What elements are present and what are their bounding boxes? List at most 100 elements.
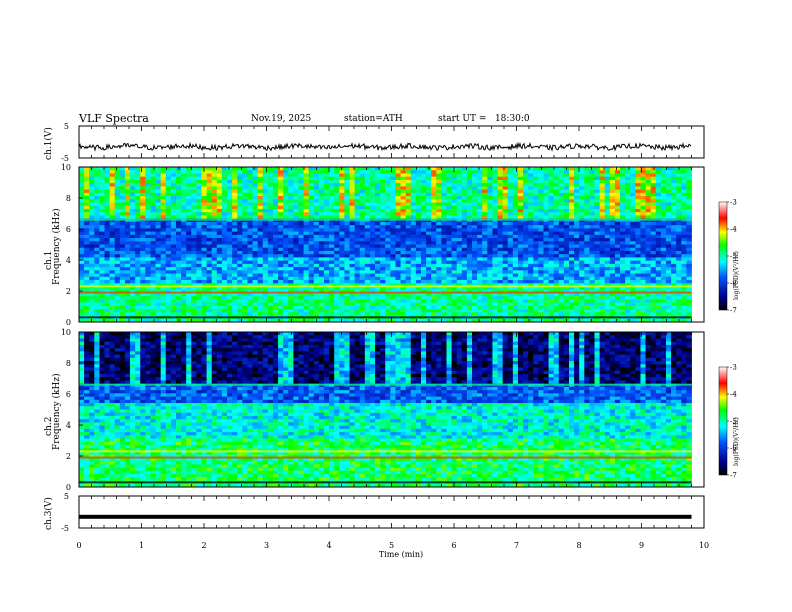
ch1-spectrogram-cell: [201, 247, 207, 252]
ch1-spectrogram-cell: [165, 234, 172, 239]
ch1-spectrogram-cell: [415, 202, 422, 207]
ch1-spectrogram-cell: [84, 299, 90, 304]
ch1-spectrogram-cell: [569, 212, 575, 216]
ch1-spectrogram-cell: [589, 244, 595, 249]
ch1-spectrogram-cell: [308, 244, 315, 249]
ch1-spectrogram-cell: [140, 234, 146, 239]
ch1-spectrogram-cell: [507, 254, 514, 258]
ch1-spectrogram-cell: [298, 260, 304, 265]
ch1-spectrogram-cell: [119, 215, 126, 220]
ch1-spectrogram-cell: [99, 212, 105, 216]
ch1-spectrogram-cell: [441, 167, 447, 171]
ch1-spectrogram-cell: [517, 173, 524, 178]
ch1-spectrogram-cell: [375, 286, 381, 291]
ch1-spectrogram-cell: [318, 212, 325, 216]
ch1-spectrogram-cell: [502, 244, 509, 249]
ch1-spectrogram-cell: [257, 205, 264, 210]
ch1-spectrogram-cell: [278, 225, 284, 229]
ch1-spectrogram-cell: [492, 254, 498, 258]
ch1-spectrogram-cell: [558, 244, 565, 249]
ch1-spectrogram-cell: [344, 208, 350, 213]
ch1-spectrogram-cell: [569, 199, 575, 203]
ch1-spectrogram-cell: [517, 244, 524, 249]
ch1-spectrogram-cell: [349, 273, 356, 278]
ch1-spectrogram-cell: [533, 280, 539, 284]
ch1-spectrogram-cell: [390, 173, 396, 178]
ch1-spectrogram-cell: [558, 234, 565, 239]
ch1-spectrogram-cell: [99, 267, 105, 271]
ch1-spectrogram-cell: [196, 202, 202, 207]
ch1-spectrogram-cell: [221, 250, 228, 255]
ch1-spectrogram-cell: [359, 280, 366, 284]
ch1-spectrogram-cell: [477, 196, 483, 200]
ch1-spectrogram-cell: [227, 231, 233, 236]
ch1-spectrogram-cell: [211, 260, 218, 265]
ch1-spectrogram-cell: [94, 186, 100, 191]
ch1-spectrogram-cell: [563, 196, 570, 200]
ch1-spectrogram-cell: [186, 192, 192, 197]
ch1-spectrogram-cell: [329, 179, 335, 184]
ch1-spectrogram-cell: [308, 312, 315, 316]
ch1-spectrogram-cell: [206, 231, 213, 236]
ch1-spectrogram-cell: [165, 215, 172, 220]
ch1-spectrogram-cell: [466, 260, 473, 265]
ch1-spectrogram-cell: [114, 189, 121, 194]
ch1-spectrogram-cell: [533, 202, 539, 207]
ch1-spectrogram-cell: [369, 221, 376, 226]
ch1-spectrogram-cell: [599, 225, 606, 229]
ch1-spectrogram-cell: [135, 238, 141, 242]
ch1-spectrogram-cell: [160, 309, 167, 313]
ch1-spectrogram-cell: [563, 215, 570, 220]
ch1-spectrogram-cell: [558, 312, 565, 316]
ch1-spectrogram-cell: [594, 196, 601, 200]
ch1-spectrogram-cell: [334, 208, 340, 213]
ch1-spectrogram-cell: [186, 202, 192, 207]
ch1-spectrogram-cell: [334, 292, 340, 297]
ch1-spectrogram-cell: [354, 183, 361, 187]
ch1-spectrogram-cell: [538, 302, 544, 307]
ch1-spectrogram-cell: [461, 205, 468, 210]
ch1-spectrogram-cell: [553, 231, 560, 236]
ch1-spectrogram-cell: [84, 260, 90, 265]
ch1-spectrogram-cell: [594, 199, 601, 203]
ch1-spectrogram-cell: [339, 250, 345, 255]
ch1-spectrogram-cell: [579, 305, 585, 310]
ch1-spectrogram-cell: [150, 208, 156, 213]
ch1-spectrogram-cell: [517, 208, 524, 213]
ch1-spectrogram-cell: [135, 280, 141, 284]
ch1-spectrogram-cell: [543, 299, 549, 304]
ch1-spectrogram-cell: [278, 196, 284, 200]
ch1-spectrogram-cell: [293, 173, 299, 178]
ch1-spectrogram-cell: [89, 299, 95, 304]
ch1-spectrogram-cell: [155, 286, 162, 291]
ch1-spectrogram-cell: [395, 199, 401, 203]
ch1-spectrogram-cell: [313, 283, 320, 287]
ch1-spectrogram-cell: [89, 173, 95, 178]
ch1-spectrogram-cell: [466, 231, 473, 236]
ch1-spectrogram-cell: [369, 196, 376, 200]
ch1-spectrogram-cell: [482, 208, 488, 213]
ch1-spectrogram-cell: [99, 221, 105, 226]
ch1-spectrogram-cell: [257, 318, 264, 323]
ch1-spectrogram-cell: [528, 289, 534, 294]
ch1-spectrogram-cell: [145, 289, 151, 294]
ch1-spectrogram-cell: [109, 270, 116, 274]
ch1-spectrogram-cell: [543, 247, 549, 252]
ch1-spectrogram-cell: [533, 196, 539, 200]
ch1-spectrogram-cell: [293, 247, 299, 252]
ch1-spectrogram-cell: [186, 170, 192, 174]
ch1-spectrogram-cell: [497, 196, 504, 200]
ch1-spectrogram-cell: [272, 208, 279, 213]
ch1-spectrogram-cell: [528, 173, 534, 178]
ch1-spectrogram-cell: [160, 302, 167, 307]
ch1-spectrogram-cell: [99, 208, 105, 213]
ch1-spectrogram-cell: [477, 247, 483, 252]
ch1-spectrogram-cell: [191, 244, 197, 249]
ch1-spectrogram-cell: [267, 234, 274, 239]
ch1-spectrogram-cell: [293, 228, 299, 232]
ch1-spectrogram-cell: [298, 318, 304, 323]
ch1-spectrogram-cell: [574, 179, 580, 184]
ch1-spectrogram-cell: [584, 299, 590, 304]
ch1-spectrogram-cell: [456, 189, 463, 194]
ch1-spectrogram-cell: [385, 170, 391, 174]
